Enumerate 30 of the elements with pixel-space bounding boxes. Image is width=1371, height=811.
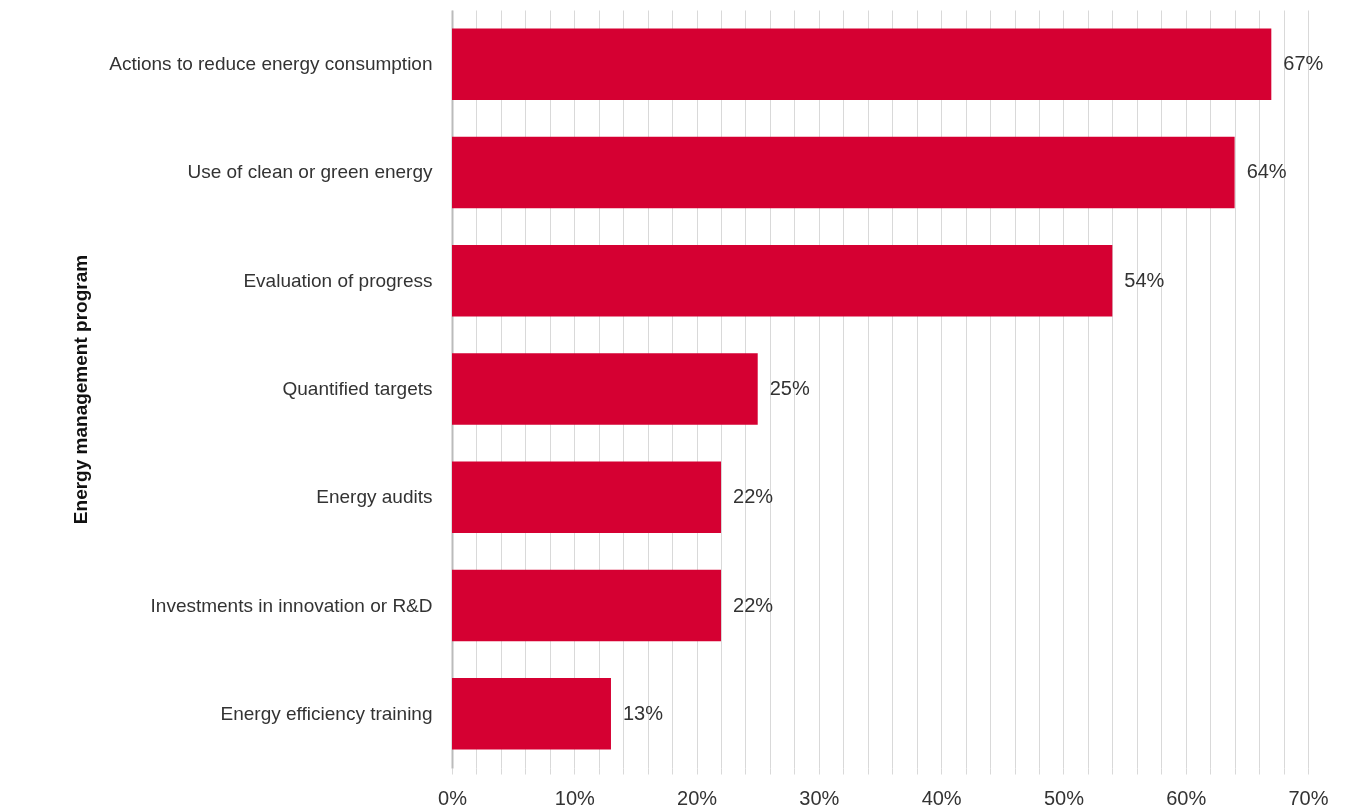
x-tick-label: 40% [921,786,962,809]
data-label: 13% [622,701,664,724]
data-label: 67% [1283,52,1324,75]
data-label: 64% [1246,160,1287,183]
y-tick-label: Energy efficiency training [220,702,433,724]
y-tick-label: Investments in innovation or R&D [150,594,433,616]
x-tick-label: 70% [1288,786,1329,809]
data-label: 22% [733,485,774,508]
bar [452,569,722,642]
bar [452,28,1272,100]
x-tick-label: 30% [799,786,840,809]
x-tick-label: 10% [554,786,596,809]
data-label: 25% [769,377,810,399]
bar [452,353,758,425]
y-tick-label: Actions to reduce energy consumption [109,53,433,75]
data-label: 22% [733,593,774,616]
x-tick-label: 50% [1043,786,1085,809]
y-tick-label: Quantified targets [282,378,433,399]
bar [452,461,722,534]
x-tick-label: 0% [438,786,468,809]
y-tick-label: Energy audits [316,486,433,508]
bar [452,136,1235,209]
y-tick-label: Evaluation of progress [243,269,433,291]
data-label: 54% [1124,268,1165,291]
x-tick-label: 20% [677,786,718,809]
y-axis-title: Energy management program [69,254,91,525]
bar [452,244,1113,317]
y-tick-label: Use of clean or green energy [187,161,433,183]
x-tick-label: 60% [1166,786,1207,809]
bar [452,678,611,750]
